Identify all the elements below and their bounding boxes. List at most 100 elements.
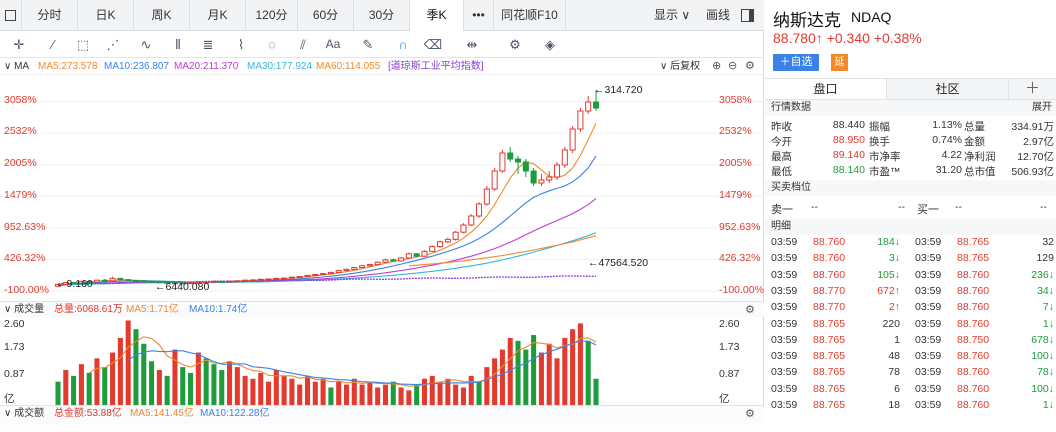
tab-community[interactable]: 社区	[887, 79, 1009, 99]
add-watchlist-button[interactable]: ＋自选	[773, 54, 819, 71]
fib-tool-icon[interactable]: ≣	[202, 37, 214, 52]
adjust-menu[interactable]: ∨ 后复权	[660, 61, 701, 72]
trade-volume: 1↓	[1042, 399, 1054, 411]
volume-bar	[219, 370, 225, 405]
volume-bar	[94, 358, 100, 405]
ellipse-tool-icon[interactable]: ◌	[268, 37, 276, 52]
candle-body	[327, 271, 334, 275]
low-annotation-left: ←9.160	[56, 278, 93, 290]
trade-price: 88.760	[957, 301, 990, 314]
candle-body	[546, 176, 553, 181]
zoom-out-icon[interactable]: ⊖	[728, 60, 738, 72]
tab-30min[interactable]: 30分	[354, 0, 410, 31]
trade-volume: 100↓	[1031, 382, 1054, 395]
pitchfork-tool-icon[interactable]: ⫽	[300, 37, 306, 52]
candle-body	[257, 278, 264, 281]
tab-daily[interactable]: 日K	[78, 0, 134, 31]
text-tool-icon[interactable]: Aa	[325, 37, 341, 51]
tab-quarterly[interactable]: 季K	[410, 0, 464, 31]
delete-icon[interactable]: ⌫	[423, 37, 443, 52]
tab-monthly[interactable]: 月K	[190, 0, 246, 31]
volume-bar	[195, 352, 201, 405]
draw-line-button[interactable]: 画线	[706, 8, 731, 22]
ma-line-ma30	[57, 232, 597, 286]
buy1-volume: --	[1040, 201, 1047, 213]
candle-body	[530, 170, 537, 184]
volume-settings-icon[interactable]: ⚙	[745, 304, 755, 316]
line-tool-icon[interactable]: ⁄	[51, 37, 55, 52]
crosshair-icon[interactable]: ✛	[13, 37, 25, 52]
trade-price: 88.760	[957, 382, 990, 395]
price-tick-left: 952.63%	[4, 221, 46, 233]
ma-toggle[interactable]: ∨ MA	[4, 61, 30, 72]
volume-bar	[63, 370, 69, 405]
pattern-tool-icon[interactable]: ⌇	[237, 37, 245, 52]
volume-bar	[281, 375, 287, 405]
trade-volume: 678↓	[1031, 333, 1054, 346]
candle-body	[117, 277, 124, 281]
candle-body	[382, 259, 389, 263]
tab-60min[interactable]: 60分	[298, 0, 354, 31]
trade-volume: 78↓	[1037, 366, 1054, 379]
volume-bar	[445, 378, 451, 405]
volume-bar	[320, 378, 326, 405]
tab-intraday[interactable]: 分时	[22, 0, 78, 31]
tab-pankou[interactable]: 盘口	[765, 79, 887, 99]
amount-settings-icon[interactable]: ⚙	[745, 408, 755, 420]
quote-value: 0.74%	[932, 134, 962, 146]
volume-bar	[234, 367, 240, 405]
chart-settings-icon[interactable]: ⚙	[745, 60, 755, 72]
kline-chart[interactable]	[0, 75, 764, 301]
pen-tool-icon[interactable]: ✎	[362, 37, 374, 52]
candle-body	[242, 279, 249, 282]
candle-body	[265, 278, 272, 281]
magnet-icon[interactable]: ∩	[398, 37, 408, 52]
candle-body	[281, 277, 288, 280]
quote-key: 市盈™	[869, 166, 901, 178]
extended-hours-badge[interactable]: 延	[831, 54, 848, 71]
ma30-label: MA30:177.924	[247, 61, 313, 72]
expand-button[interactable]: 展开	[1032, 102, 1052, 113]
more-tabs-button[interactable]: •••	[464, 0, 494, 31]
range-icon[interactable]: ⇹	[466, 37, 478, 52]
volume-bar	[398, 387, 404, 405]
volume-bar	[102, 367, 108, 405]
display-menu[interactable]: 显示 ∨	[654, 8, 691, 22]
layout-toggle-icon[interactable]	[741, 0, 754, 31]
rectangle-tool-icon[interactable]: ⬚	[76, 37, 90, 52]
amount-toggle[interactable]: ∨ 成交额	[4, 408, 45, 419]
trade-time: 03:59	[915, 301, 942, 314]
zoom-in-icon[interactable]: ⊕	[712, 60, 722, 72]
volume-bar	[577, 323, 583, 405]
tab-f10[interactable]: 同花顺F10	[494, 0, 566, 31]
quote-key: 最低	[771, 166, 792, 178]
volume-bar	[180, 367, 186, 405]
index-label: [道琼斯工业平均指数]	[388, 61, 484, 72]
quote-key: 市净率	[869, 151, 901, 163]
trade-volume: 3↓	[888, 252, 900, 265]
parallel-tool-icon[interactable]: ⦀	[175, 37, 181, 52]
volume-chart[interactable]	[0, 317, 764, 432]
volume-toggle[interactable]: ∨ 成交量	[4, 304, 45, 315]
quote-key: 金额	[964, 136, 985, 148]
wave-tool-icon[interactable]: ∿	[140, 37, 152, 52]
settings-icon[interactable]: ⚙	[509, 37, 521, 52]
quote-value: 506.93亿	[1011, 166, 1054, 178]
amount-header: ∨ 成交额 总金额:53.88亿 MA5:141.45亿 MA10:122.28…	[0, 405, 764, 425]
trade-volume: 7↓	[1042, 301, 1054, 314]
trade-time: 03:59	[915, 399, 942, 411]
stock-name: 纳斯达克	[773, 11, 841, 30]
price-tick-right: 426.32%	[719, 252, 761, 264]
candle-body	[405, 253, 412, 259]
quote-key: 换手	[869, 136, 890, 148]
tab-120min[interactable]: 120分	[246, 0, 298, 31]
volume-bar	[476, 381, 482, 405]
tab-weekly[interactable]: 周K	[134, 0, 190, 31]
panel-toggle-icon[interactable]	[0, 0, 22, 31]
add-tab-button[interactable]: ＋	[1024, 80, 1040, 97]
volume-tick-left: 0.87	[4, 368, 25, 380]
fan-tool-icon[interactable]: ⋰	[106, 37, 120, 52]
drawing-toolbar: ✛ ⁄ ⬚ ⋰ ∿ ⦀ ≣ ⌇ ◌ ⫽ Aa ✎ ∩ ⌫ ⇹ ⚙ ◈	[0, 31, 764, 58]
trade-time: 03:59	[915, 366, 942, 379]
layers-icon[interactable]: ◈	[545, 37, 555, 52]
